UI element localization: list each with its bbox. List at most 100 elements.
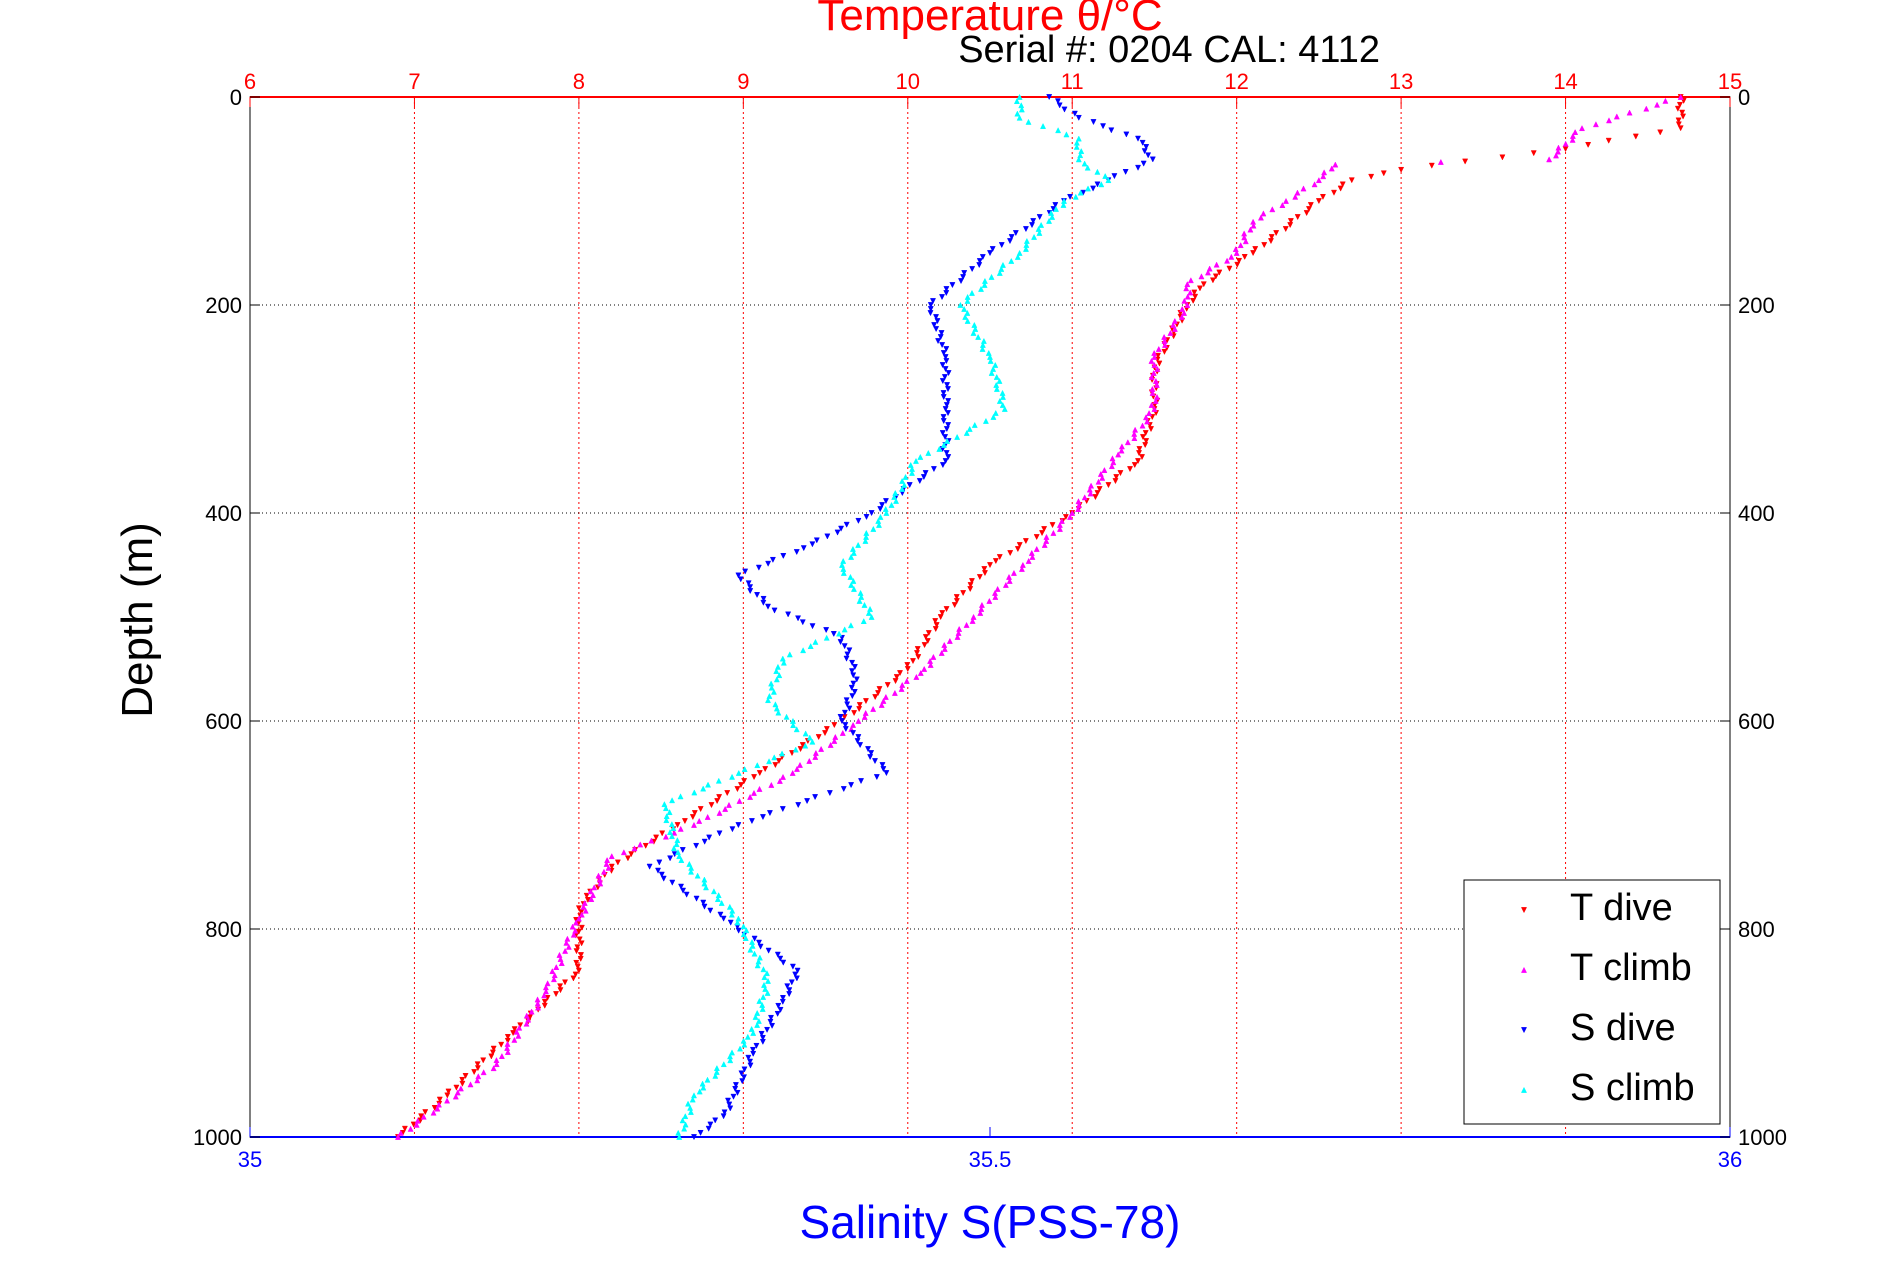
point-s-dive [706, 834, 713, 841]
point-s-dive [745, 580, 752, 587]
point-s-climb [1013, 98, 1020, 105]
point-t-dive [884, 682, 891, 689]
point-t-dive [1330, 189, 1337, 196]
point-s-dive [1140, 160, 1147, 167]
point-s-climb [1025, 118, 1032, 125]
point-t-climb [1662, 97, 1669, 104]
point-s-climb [764, 989, 771, 996]
point-s-climb [850, 549, 857, 556]
temperature-tick-label: 9 [737, 69, 749, 94]
point-t-dive [583, 892, 590, 899]
point-s-dive [1056, 102, 1063, 109]
legend-label: T dive [1570, 887, 1673, 929]
point-s-climb [1084, 164, 1091, 171]
point-s-dive [850, 730, 857, 737]
point-s-dive [795, 615, 802, 622]
point-s-dive [1134, 135, 1142, 142]
point-s-dive [760, 595, 767, 602]
point-s-climb [735, 915, 742, 922]
point-s-climb [893, 497, 900, 504]
point-s-climb [734, 919, 741, 926]
point-t-climb [1187, 289, 1194, 296]
salinity-tick-label: 35.5 [969, 1147, 1012, 1172]
point-t-climb [878, 701, 885, 708]
point-s-dive [1145, 152, 1152, 159]
point-s-climb [990, 413, 997, 420]
point-t-climb [978, 605, 985, 612]
point-t-dive [1261, 242, 1268, 249]
point-s-climb [972, 325, 979, 332]
point-t-climb [525, 1016, 532, 1023]
point-s-dive [765, 947, 772, 954]
point-t-climb [839, 729, 846, 736]
point-s-dive [683, 891, 690, 898]
point-s-dive [771, 607, 778, 614]
point-s-climb [964, 309, 971, 316]
point-s-dive [961, 270, 968, 277]
point-s-climb [773, 667, 780, 674]
temperature-tick-label: 15 [1718, 69, 1742, 94]
point-t-dive [570, 975, 577, 982]
point-s-climb [966, 425, 973, 432]
point-s-dive [793, 549, 800, 556]
point-t-dive [775, 758, 782, 765]
point-t-climb [1437, 158, 1444, 165]
point-t-climb [569, 923, 576, 930]
point-t-dive [574, 963, 581, 970]
point-s-climb [1016, 249, 1023, 256]
point-s-dive [1149, 156, 1156, 163]
point-s-climb [729, 1049, 736, 1056]
point-s-dive [865, 746, 872, 753]
point-t-climb [827, 741, 834, 748]
point-t-dive [422, 1109, 429, 1116]
point-s-dive [927, 302, 934, 309]
point-t-dive [1016, 542, 1023, 549]
point-t-dive [976, 574, 983, 581]
point-t-dive [939, 610, 946, 617]
point-t-climb [1677, 93, 1684, 100]
point-s-climb [1018, 106, 1025, 113]
temperature-tick-label: 12 [1224, 69, 1248, 94]
point-s-climb [700, 785, 707, 792]
point-s-dive [757, 943, 764, 950]
point-t-climb [662, 833, 669, 840]
point-t-climb [490, 1065, 497, 1072]
depth-tick-label: 400 [1738, 501, 1775, 526]
point-t-climb [1206, 265, 1213, 272]
point-t-dive [897, 670, 904, 677]
point-s-climb [676, 1133, 683, 1140]
point-s-climb [669, 797, 676, 804]
point-t-dive [1294, 214, 1301, 221]
point-t-dive [981, 570, 988, 577]
point-s-climb [970, 329, 977, 336]
point-s-dive [739, 1078, 746, 1085]
point-t-dive [462, 1073, 469, 1080]
point-s-climb [1053, 205, 1060, 212]
point-s-dive [942, 434, 949, 441]
point-s-climb [1073, 143, 1080, 150]
point-s-dive [846, 647, 853, 654]
point-s-dive [705, 1125, 712, 1132]
point-s-dive [767, 1018, 774, 1025]
point-t-dive [893, 674, 900, 681]
point-s-dive [753, 1042, 760, 1049]
point-s-climb [1055, 127, 1062, 134]
series-s-climb [661, 93, 1112, 1140]
point-s-climb [802, 742, 809, 749]
point-t-dive [572, 971, 579, 978]
point-s-climb [712, 1072, 719, 1079]
point-t-climb [1056, 525, 1063, 532]
point-s-climb [735, 769, 742, 776]
point-s-climb [761, 973, 768, 980]
point-s-climb [858, 593, 865, 600]
point-s-climb [1075, 135, 1082, 142]
point-t-climb [608, 853, 615, 860]
point-s-dive [732, 1086, 739, 1093]
point-t-climb [434, 1105, 441, 1112]
point-s-climb [1102, 172, 1109, 179]
point-s-dive [747, 1062, 754, 1069]
point-s-climb [993, 373, 1000, 380]
point-s-climb [673, 841, 680, 848]
point-s-climb [779, 750, 786, 757]
point-s-climb [961, 305, 968, 312]
